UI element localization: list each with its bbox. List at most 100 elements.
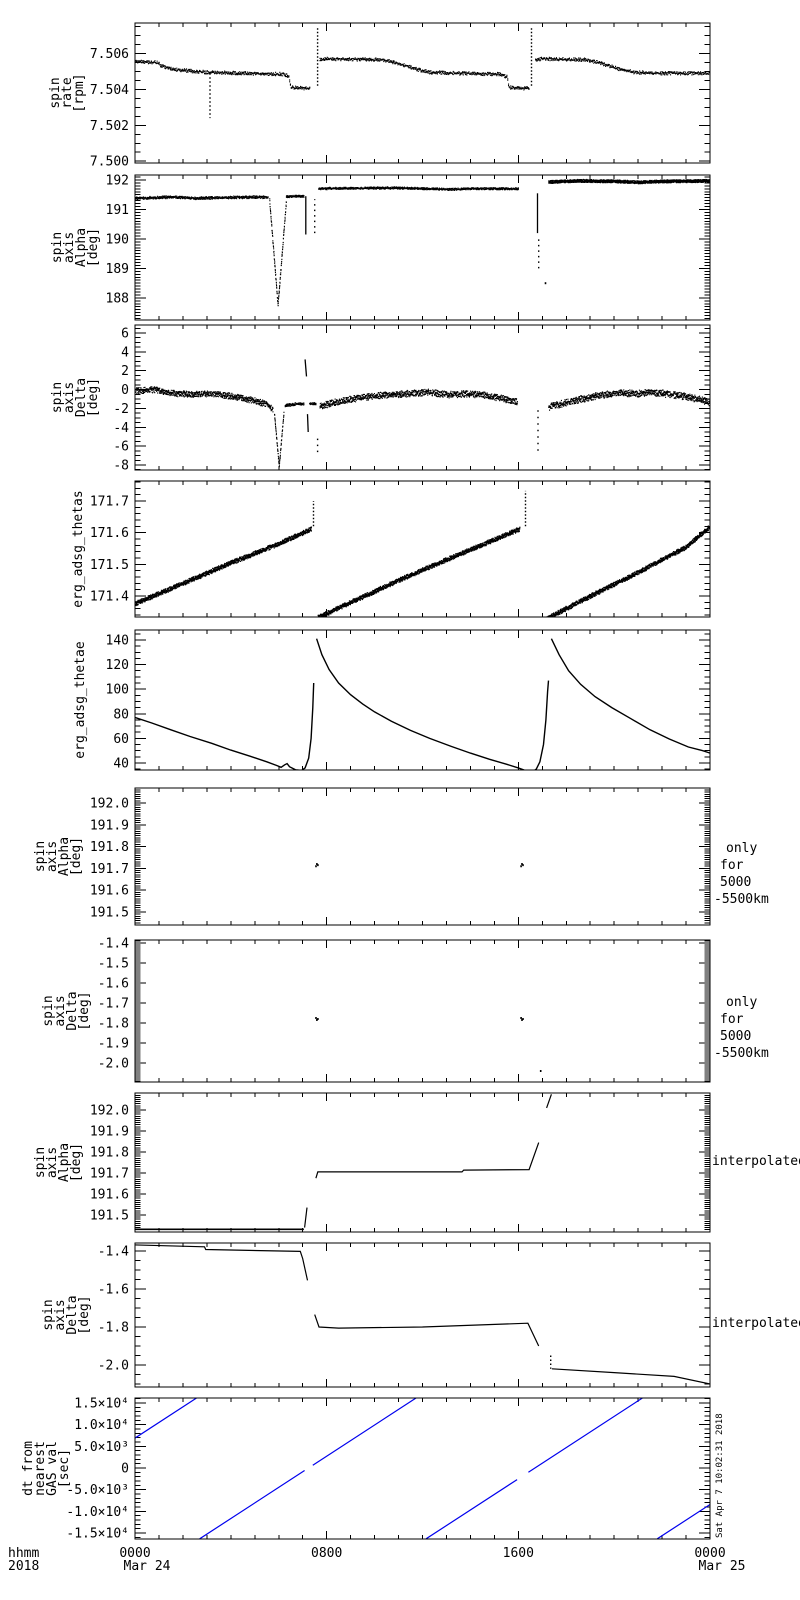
y-tick-label: 191.7 bbox=[90, 862, 129, 877]
y-tick-label: 0 bbox=[121, 1462, 129, 1477]
x-axis-unit-label: hhmm bbox=[8, 1546, 39, 1561]
y-tick-label: 192.0 bbox=[90, 797, 129, 812]
panel-annotation: only bbox=[726, 841, 757, 856]
y-tick-label: 191.6 bbox=[90, 1188, 129, 1203]
x-tick-label: 1600 bbox=[503, 1546, 534, 1561]
y-tick-label: 191.7 bbox=[90, 1167, 129, 1182]
panel-frame bbox=[134, 787, 711, 926]
y-tick-label: 191.8 bbox=[90, 840, 129, 855]
y-axis-title: [sec] bbox=[57, 1449, 72, 1488]
y-tick-label: -4 bbox=[113, 421, 129, 436]
y-tick-label: -1.5 bbox=[98, 957, 129, 972]
y-tick-label: 5.0×10³ bbox=[74, 1440, 129, 1455]
x-date-label: Mar 25 bbox=[699, 1559, 746, 1574]
y-axis-title: [rpm] bbox=[72, 73, 87, 112]
y-tick-label: 40 bbox=[113, 757, 129, 772]
y-tick-label: -2 bbox=[113, 402, 129, 417]
y-tick-label: 6 bbox=[121, 327, 129, 342]
y-tick-label: 188 bbox=[106, 291, 129, 306]
axis-ticks bbox=[134, 940, 711, 1082]
axis-ticks bbox=[134, 481, 711, 617]
y-axis-title: axis bbox=[62, 232, 77, 263]
y-tick-label: 189 bbox=[106, 262, 129, 277]
y-tick-label: 4 bbox=[121, 345, 129, 360]
y-axis-title: spin bbox=[33, 841, 48, 872]
y-tick-label: 120 bbox=[106, 658, 129, 673]
panel-annotation: -5500km bbox=[714, 892, 769, 907]
x-tick-label: 0800 bbox=[311, 1546, 342, 1561]
y-tick-label: 7.500 bbox=[90, 155, 129, 170]
axis-ticks bbox=[134, 23, 711, 163]
y-axis-title: spin bbox=[50, 232, 65, 263]
y-tick-label: -5.0×10³ bbox=[66, 1483, 129, 1498]
y-tick-label: 191.9 bbox=[90, 818, 129, 833]
panel-series bbox=[135, 26, 710, 119]
panel-frame bbox=[134, 939, 711, 1083]
y-axis-title: axis bbox=[45, 1147, 60, 1178]
y-axis-title: nearest bbox=[33, 1441, 48, 1496]
y-axis-title: Alpha bbox=[57, 837, 72, 876]
x-date-label: Mar 24 bbox=[124, 1559, 171, 1574]
panel-annotation: for bbox=[720, 858, 744, 873]
panel-frame bbox=[134, 1092, 711, 1233]
y-tick-label: 192.0 bbox=[90, 1104, 129, 1119]
x-tick-label: 0000 bbox=[694, 1546, 725, 1561]
y-tick-label: 192 bbox=[106, 174, 129, 189]
y-axis-title: dt from bbox=[21, 1441, 36, 1496]
y-axis-title: spin bbox=[41, 995, 56, 1026]
axis-ticks bbox=[134, 325, 711, 471]
y-tick-label: 2 bbox=[121, 364, 129, 379]
panel-frame bbox=[134, 22, 711, 164]
y-tick-label: 140 bbox=[106, 634, 129, 649]
panel-frame bbox=[134, 1397, 711, 1540]
y-axis-title: Delta bbox=[65, 1295, 80, 1334]
y-axis-title: [deg] bbox=[69, 1143, 84, 1182]
y-tick-label: -1.0×10⁴ bbox=[66, 1505, 129, 1520]
y-tick-label: -1.8 bbox=[98, 1017, 129, 1032]
panel-series bbox=[135, 1094, 552, 1231]
y-tick-label: 80 bbox=[113, 707, 129, 722]
plot-timestamp: Sat Apr 7 10:02:31 2018 bbox=[715, 1413, 725, 1538]
axis-ticks bbox=[134, 175, 711, 320]
panel-series bbox=[135, 1398, 710, 1539]
y-axis-title: Delta bbox=[65, 991, 80, 1030]
y-tick-label: 7.502 bbox=[90, 119, 129, 134]
y-tick-label: 7.504 bbox=[90, 83, 129, 98]
y-tick-label: -1.8 bbox=[98, 1321, 129, 1336]
y-tick-label: -1.4 bbox=[98, 1245, 129, 1260]
y-tick-label: 190 bbox=[106, 233, 129, 248]
y-tick-label: 171.4 bbox=[90, 590, 129, 605]
y-tick-label: -1.7 bbox=[98, 997, 129, 1012]
panel-annotation: 5000 bbox=[720, 875, 751, 890]
y-tick-label: 60 bbox=[113, 732, 129, 747]
x-axis-year-label: 2018 bbox=[8, 1559, 39, 1574]
y-tick-label: -1.5×10⁴ bbox=[66, 1527, 129, 1542]
y-tick-label: -2.0 bbox=[98, 1359, 129, 1374]
y-tick-label: -6 bbox=[113, 440, 129, 455]
panel-spin-axis-delta-5000km: -2.0 -1.9 -1.8 -1.7 -1.6 -1.5 -1.4 spinaxisDelt… bbox=[41, 937, 769, 1083]
panel-series bbox=[135, 1244, 710, 1385]
y-axis-title: spin bbox=[50, 382, 65, 413]
y-axis-title: axis bbox=[45, 841, 60, 872]
panel-spin-axis-alpha-interpolated: 191.5 191.6 191.7 191.8 191.9 192.0 spinaxisAl… bbox=[33, 1092, 800, 1233]
y-tick-label: -1.6 bbox=[98, 977, 129, 992]
y-axis-title: spin bbox=[33, 1147, 48, 1178]
y-tick-label: 191.9 bbox=[90, 1125, 129, 1140]
panel-erg-adsg-thetae: 40 60 80 100 120 140 erg_adsg_thetae bbox=[73, 629, 711, 772]
y-axis-title: Alpha bbox=[57, 1143, 72, 1182]
panel-annotation: only bbox=[726, 995, 757, 1010]
y-tick-label: -8 bbox=[113, 459, 129, 474]
axis-ticks bbox=[134, 788, 711, 926]
y-tick-label: 191.8 bbox=[90, 1146, 129, 1161]
y-tick-label: 1.0×10⁴ bbox=[74, 1418, 129, 1433]
panel-frame bbox=[134, 480, 711, 618]
panel-erg-adsg-thetas: 171.4 171.5 171.6 171.7 erg_adsg_thetas bbox=[71, 480, 711, 618]
y-tick-label: 0 bbox=[121, 383, 129, 398]
y-tick-label: 7.506 bbox=[90, 47, 129, 62]
y-tick-label: -1.9 bbox=[98, 1037, 129, 1052]
y-tick-label: 100 bbox=[106, 683, 129, 698]
